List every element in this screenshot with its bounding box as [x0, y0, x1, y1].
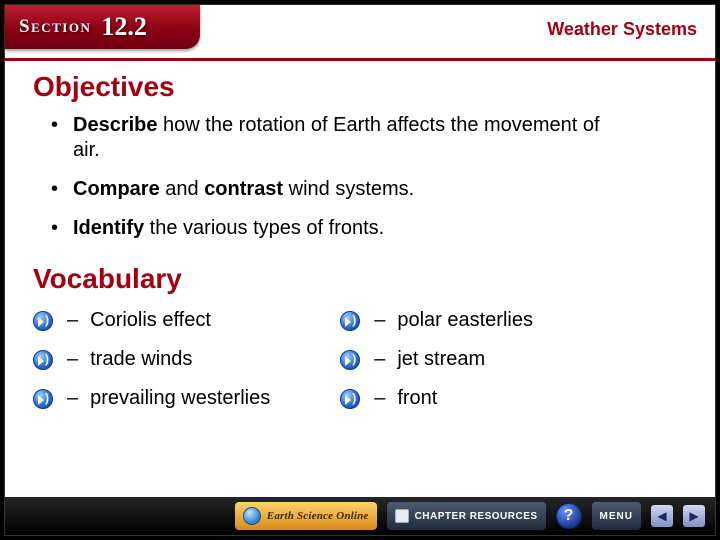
objective-text: the various types of fronts. [144, 217, 384, 239]
vocabulary-columns: –Coriolis effect –trade winds –prevailin… [33, 309, 685, 426]
vocab-item: –front [340, 387, 533, 410]
dash: – [67, 309, 78, 332]
vocab-term: Coriolis effect [90, 309, 211, 332]
chevron-right-icon: ▶ [689, 509, 698, 523]
vocab-term: prevailing westerlies [90, 387, 270, 410]
section-word: Section [19, 16, 91, 38]
menu-button[interactable]: MENU [592, 502, 641, 530]
content-area: Objectives Describe how the rotation of … [5, 61, 715, 426]
dash: – [374, 387, 385, 410]
menu-label: MENU [600, 511, 633, 522]
vocabulary-col-1: –Coriolis effect –trade winds –prevailin… [33, 309, 270, 426]
audio-icon[interactable] [340, 311, 360, 331]
dash: – [67, 348, 78, 371]
globe-icon [243, 507, 261, 525]
section-number: 12.2 [101, 12, 147, 42]
audio-icon[interactable] [33, 350, 53, 370]
chapter-label: CHAPTER RESOURCES [415, 511, 538, 522]
footer-bar: Earth Science Online CHAPTER RESOURCES ?… [5, 497, 715, 535]
vocab-item: –Coriolis effect [33, 309, 270, 332]
vocab-term: jet stream [397, 348, 485, 371]
vocabulary-col-2: –polar easterlies –jet stream –front [340, 309, 533, 426]
vocab-item: –trade winds [33, 348, 270, 371]
vocab-item: –jet stream [340, 348, 533, 371]
vocabulary-heading: Vocabulary [33, 263, 685, 295]
audio-icon[interactable] [33, 389, 53, 409]
vocab-term: trade winds [90, 348, 192, 371]
vocab-item: –prevailing westerlies [33, 387, 270, 410]
next-button[interactable]: ▶ [683, 505, 705, 527]
objective-item: Describe how the rotation of Earth affec… [51, 113, 611, 163]
objective-text: and [160, 178, 204, 200]
objective-item: Compare and contrast wind systems. [51, 177, 611, 202]
dash: – [374, 309, 385, 332]
vocab-item: –polar easterlies [340, 309, 533, 332]
slide-frame: Section 12.2 Weather Systems Objectives … [4, 4, 716, 536]
objective-keyword: Describe [73, 114, 158, 136]
topic-title: Weather Systems [547, 19, 697, 40]
objective-keyword: Identify [73, 217, 144, 239]
objective-item: Identify the various types of fronts. [51, 216, 611, 241]
audio-icon[interactable] [33, 311, 53, 331]
dash: – [67, 387, 78, 410]
audio-icon[interactable] [340, 389, 360, 409]
chapter-resources-button[interactable]: CHAPTER RESOURCES [387, 502, 546, 530]
objectives-list: Describe how the rotation of Earth affec… [33, 113, 685, 241]
help-icon: ? [564, 507, 574, 525]
objective-keyword: contrast [204, 178, 283, 200]
section-tab: Section 12.2 [5, 5, 200, 49]
chevron-left-icon: ◀ [657, 509, 666, 523]
vocab-term: polar easterlies [397, 309, 533, 332]
dash: – [374, 348, 385, 371]
objectives-heading: Objectives [33, 71, 685, 103]
header: Section 12.2 Weather Systems [5, 5, 715, 61]
objective-keyword: Compare [73, 178, 160, 200]
audio-icon[interactable] [340, 350, 360, 370]
vocab-term: front [397, 387, 437, 410]
objective-text: wind systems. [283, 178, 414, 200]
book-icon [395, 509, 409, 523]
earth-science-online-button[interactable]: Earth Science Online [235, 502, 377, 530]
online-label: Earth Science Online [267, 510, 369, 522]
help-button[interactable]: ? [556, 503, 582, 529]
prev-button[interactable]: ◀ [651, 505, 673, 527]
